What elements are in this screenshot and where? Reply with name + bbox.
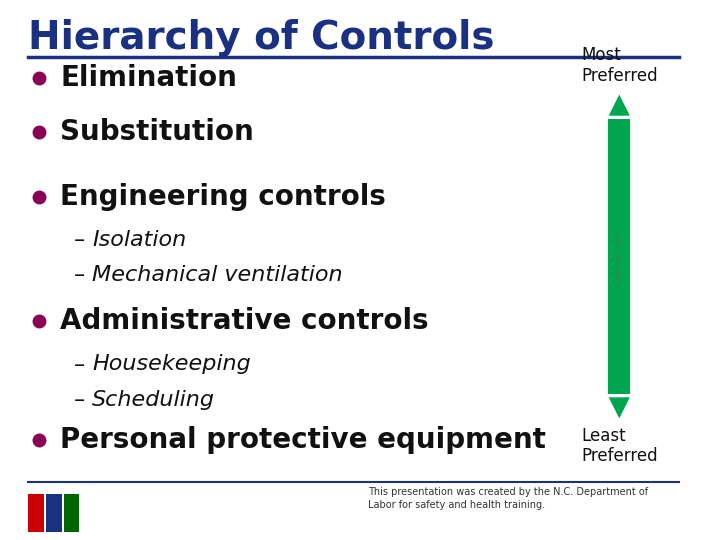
Text: Most
Preferred: Most Preferred	[582, 46, 658, 85]
Text: Hierarchy of Controls: Hierarchy of Controls	[28, 19, 495, 57]
Text: Elimination: Elimination	[60, 64, 237, 92]
Text: ©2006, Rich Leboe: ©2006, Rich Leboe	[617, 230, 622, 283]
Text: Engineering controls: Engineering controls	[60, 183, 386, 211]
Bar	[46, 494, 62, 532]
Text: Personal protective equipment: Personal protective equipment	[60, 426, 546, 454]
Bar	[63, 494, 79, 532]
Text: Scheduling: Scheduling	[92, 389, 215, 410]
Text: –: –	[74, 354, 86, 375]
Text: –: –	[74, 230, 86, 251]
Text: Administrative controls: Administrative controls	[60, 307, 429, 335]
Text: Least
Preferred: Least Preferred	[582, 427, 658, 465]
Bar	[28, 494, 44, 532]
Text: –: –	[74, 389, 86, 410]
Text: Substitution: Substitution	[60, 118, 254, 146]
Text: Housekeeping: Housekeeping	[92, 354, 251, 375]
Text: Mechanical ventilation: Mechanical ventilation	[92, 265, 343, 286]
Text: This presentation was created by the N.C. Department of
Labor for safety and hea: This presentation was created by the N.C…	[368, 487, 648, 510]
Text: –: –	[74, 265, 86, 286]
Text: Isolation: Isolation	[92, 230, 186, 251]
